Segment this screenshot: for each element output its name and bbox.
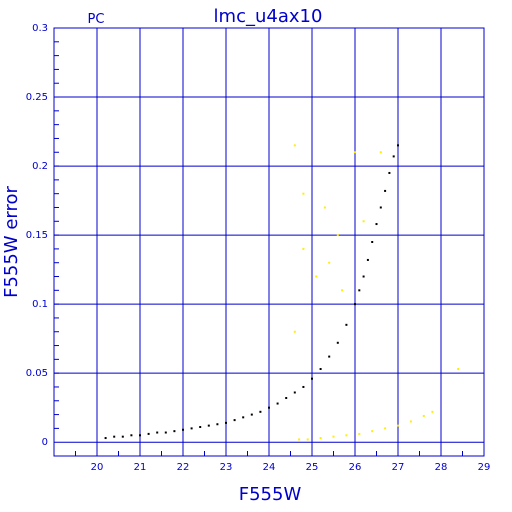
- data-point: [332, 435, 335, 438]
- data-point: [199, 426, 202, 429]
- x-tick-label: 22: [177, 462, 190, 473]
- data-point: [293, 330, 296, 333]
- y-tick-label: 0.15: [26, 230, 48, 241]
- x-tick-label: 29: [478, 462, 491, 473]
- x-tick-label: 26: [349, 462, 362, 473]
- data-point: [457, 368, 460, 371]
- x-axis-label: F555W: [239, 484, 302, 505]
- x-tick-labels: 20 21 22 23 24 25 26 27 28 29: [91, 462, 491, 473]
- x-tick-label: 20: [91, 462, 104, 473]
- data-point: [250, 413, 253, 416]
- data-point: [276, 402, 279, 405]
- y-tick-label: 0.2: [32, 161, 48, 172]
- data-point: [216, 423, 219, 426]
- data-point: [371, 241, 374, 243]
- data-point: [362, 220, 365, 223]
- data-point: [311, 377, 313, 380]
- data-point: [388, 171, 391, 174]
- data-point: [259, 410, 262, 413]
- data-point: [392, 155, 395, 158]
- data-point: [422, 414, 425, 417]
- data-point: [375, 223, 378, 226]
- data-point: [315, 275, 318, 278]
- y-tick-labels: 0 0.05 0.1 0.15 0.2 0.25 0.3: [26, 23, 48, 448]
- data-point: [298, 438, 301, 441]
- y-tick-label: 0: [42, 437, 48, 448]
- data-point: [319, 368, 322, 371]
- x-tick-label: 23: [220, 462, 233, 473]
- data-point: [130, 434, 133, 437]
- data-point: [233, 419, 236, 422]
- data-point: [362, 275, 365, 278]
- data-point: [190, 427, 193, 430]
- data-point: [345, 434, 348, 437]
- data-point: [121, 435, 124, 438]
- data-point: [379, 151, 382, 154]
- data-points: [104, 144, 460, 441]
- data-point: [328, 261, 331, 264]
- data-point: [207, 424, 210, 427]
- data-point: [358, 432, 361, 435]
- data-point: [384, 189, 387, 192]
- x-tick-label: 21: [134, 462, 147, 473]
- x-tick-label: 27: [392, 462, 405, 473]
- data-point: [397, 144, 399, 147]
- data-point: [182, 428, 184, 431]
- data-point: [358, 289, 361, 292]
- y-tick-label: 0.3: [32, 23, 48, 34]
- data-point: [341, 289, 344, 292]
- data-point: [328, 355, 331, 358]
- data-point: [354, 151, 356, 154]
- data-point: [225, 421, 227, 424]
- data-point: [409, 420, 412, 423]
- data-point: [268, 406, 270, 409]
- data-point: [302, 385, 305, 388]
- corner-label: PC: [88, 12, 105, 27]
- data-point: [156, 431, 159, 434]
- data-point: [164, 431, 167, 434]
- data-point: [113, 435, 116, 438]
- data-point: [431, 410, 434, 413]
- data-point: [285, 397, 288, 400]
- chart-title: lmc_u4ax10: [214, 6, 323, 27]
- x-tick-label: 25: [306, 462, 319, 473]
- y-tick-label: 0.05: [26, 368, 48, 379]
- data-point: [354, 303, 356, 306]
- plot-frame: [53, 27, 485, 457]
- data-point: [306, 438, 309, 441]
- data-point: [302, 247, 305, 250]
- y-tick-label: 0.25: [26, 92, 48, 103]
- data-point: [336, 234, 339, 237]
- data-point: [293, 144, 296, 147]
- data-point: [323, 206, 326, 209]
- data-point: [319, 437, 322, 440]
- data-point: [242, 416, 245, 419]
- data-point: [366, 258, 369, 261]
- data-point: [302, 192, 305, 195]
- x-tick-label: 24: [263, 462, 276, 473]
- data-point: [293, 391, 296, 394]
- data-point: [139, 434, 141, 437]
- data-point: [336, 341, 339, 344]
- data-point: [371, 430, 374, 433]
- data-point: [173, 430, 176, 433]
- data-point: [104, 437, 107, 440]
- data-point: [345, 323, 348, 326]
- y-tick-label: 0.1: [32, 299, 48, 310]
- data-point: [147, 432, 150, 435]
- x-tick-label: 28: [435, 462, 448, 473]
- data-point: [397, 424, 399, 427]
- data-point: [384, 427, 387, 430]
- y-axis-label: F555W error: [1, 186, 22, 298]
- data-point: [379, 206, 382, 209]
